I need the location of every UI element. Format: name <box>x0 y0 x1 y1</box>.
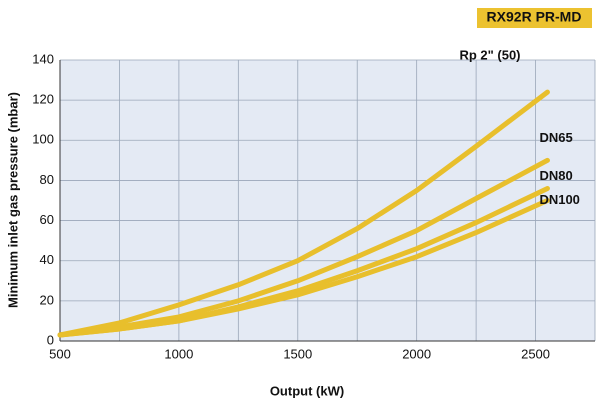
y-tick-label: 20 <box>40 292 54 307</box>
y-tick-label: 140 <box>32 51 54 66</box>
badge: RX92R PR-MD <box>487 9 582 25</box>
line <box>57 89 550 338</box>
y-tick-label: 120 <box>32 92 54 107</box>
series-label: DN65 <box>539 130 572 145</box>
y-tick-label: 100 <box>32 132 54 147</box>
y-tick-label: 0 <box>47 332 54 347</box>
x-tick-label: 2000 <box>402 346 431 361</box>
series-label: DN80 <box>539 168 572 183</box>
line <box>57 157 550 338</box>
y-tick-label: 40 <box>40 252 54 267</box>
badge-bg <box>477 8 592 28</box>
x-tick-label: 1500 <box>283 346 312 361</box>
x-tick-label: 500 <box>49 346 71 361</box>
plot-area <box>60 60 595 341</box>
series-label: DN100 <box>539 192 579 207</box>
y-tick-label: 60 <box>40 212 54 227</box>
series-label: Rp 2" (50) <box>459 48 520 63</box>
line <box>57 198 550 338</box>
x-axis-label: Output (kW) <box>270 383 344 398</box>
y-tick-label: 80 <box>40 172 54 187</box>
x-tick-label: 1000 <box>164 346 193 361</box>
x-tick-label: 2500 <box>521 346 550 361</box>
y-axis-label: Minimum inlet gas pressure (mbar) <box>5 92 20 308</box>
